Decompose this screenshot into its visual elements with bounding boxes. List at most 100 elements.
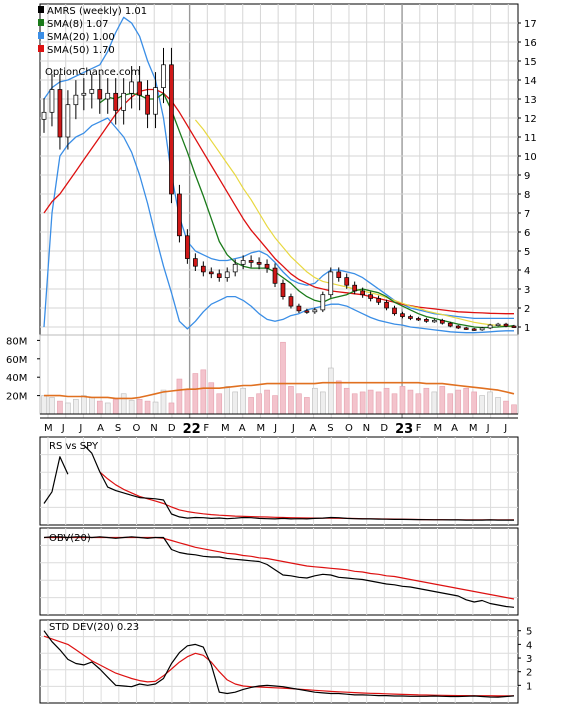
volume-bar	[216, 393, 223, 415]
x-year-label: 23	[395, 422, 413, 437]
volume-bar	[192, 373, 199, 415]
x-month-label: M	[221, 423, 230, 434]
volume-panel: 20M 40M 60M 80M	[6, 334, 519, 415]
candle-body	[169, 64, 174, 195]
candle-body	[113, 92, 119, 111]
x-month-label: A	[97, 423, 104, 434]
volume-bar	[256, 393, 262, 415]
price-legend: AMRS (weekly) 1.01 SMA(8) 1.07 SMA(20) 1…	[38, 6, 147, 78]
candle-body	[447, 322, 453, 327]
x-month-label: J	[486, 423, 490, 434]
volume-bar	[479, 395, 485, 415]
x-month-label: D	[380, 423, 388, 434]
volume-bar	[351, 393, 358, 415]
volume-bar	[343, 387, 350, 415]
panel-y-tick-label: 4	[526, 640, 532, 651]
x-month-label: S	[327, 423, 333, 434]
volume-bar	[128, 399, 135, 415]
legend-swatch	[38, 6, 44, 13]
candle-body	[400, 313, 405, 317]
volume-bar	[312, 387, 318, 415]
candle-body	[424, 319, 429, 322]
volume-bar	[511, 404, 517, 415]
x-month-label: J	[78, 423, 82, 434]
panel-y-tick-label: 3	[526, 654, 532, 665]
volume-bar	[96, 400, 103, 415]
candle-body	[336, 271, 342, 278]
candle-body	[41, 111, 47, 120]
volume-bar	[224, 386, 231, 415]
volume-bar	[152, 401, 159, 415]
candle-body	[431, 320, 437, 323]
candle-body	[185, 235, 190, 259]
volume-bar	[168, 402, 175, 415]
bollinger-lower-line	[43, 117, 514, 334]
volume-bar	[391, 393, 398, 415]
candle-body	[416, 318, 421, 321]
candle-body	[272, 267, 278, 284]
volume-bar	[264, 389, 270, 415]
volume-bar	[383, 387, 390, 415]
candle-body	[216, 273, 222, 278]
volume-bar	[160, 389, 167, 415]
candle-body	[145, 94, 150, 115]
y-tick-label: 14	[524, 76, 537, 87]
price-frame	[39, 3, 519, 336]
volume-bar	[320, 391, 326, 415]
x-month-label: O	[345, 423, 353, 434]
candle-body	[200, 265, 206, 273]
panel-y-tick-label: 2	[526, 668, 532, 679]
candle-body	[344, 277, 350, 286]
volume-bar	[112, 398, 119, 415]
candle-body	[81, 92, 87, 96]
x-month-label: N	[363, 423, 370, 434]
volume-bar	[495, 397, 501, 415]
x-month-label: J	[291, 423, 295, 434]
volume-bar	[81, 395, 87, 415]
candle-body	[328, 271, 334, 296]
volume-bar	[136, 398, 143, 415]
panel-y-tick-label: 1	[526, 681, 532, 692]
volume-bar	[503, 400, 509, 415]
std-dev-panel: 1 2 3 4 5	[39, 619, 532, 704]
volume-bar	[407, 389, 414, 415]
candle-body	[479, 327, 485, 331]
candle-body	[121, 92, 127, 111]
volume-bar	[375, 391, 382, 415]
candle-body	[360, 290, 365, 296]
y-tick-label: 3	[524, 285, 530, 296]
volume-bar	[65, 402, 71, 415]
candle-body	[392, 307, 397, 315]
x-month-label: J	[503, 423, 507, 434]
volume-bar	[49, 397, 55, 415]
candle-body	[153, 87, 158, 115]
candle-body	[487, 324, 493, 329]
y-tick-label: 6	[524, 228, 530, 239]
volume-bar	[447, 393, 454, 415]
volume-bar	[327, 367, 334, 415]
candle-body	[177, 193, 182, 237]
candle-body	[232, 263, 238, 273]
volume-bar	[463, 387, 470, 415]
y-tick-label: 5	[524, 247, 530, 258]
candle-body	[511, 325, 517, 328]
volume-bar	[57, 400, 63, 415]
indicator-line	[43, 444, 514, 521]
volume-bar	[41, 395, 47, 415]
x-month-label: F	[416, 423, 422, 434]
x-month-label: S	[115, 423, 121, 434]
volume-bar	[144, 400, 151, 415]
candle-body	[137, 81, 142, 96]
y-tick-label: 1	[524, 323, 530, 334]
volume-bar	[471, 391, 477, 415]
signal-line	[43, 635, 514, 697]
candle-body	[439, 320, 445, 324]
candle-body	[471, 328, 477, 331]
x-month-label: M	[469, 423, 478, 434]
y-tick-label: 4	[524, 266, 530, 277]
volume-bar	[120, 393, 127, 415]
candle-body	[320, 294, 326, 311]
candle-body	[304, 310, 310, 313]
y-tick-label: 7	[524, 209, 530, 220]
